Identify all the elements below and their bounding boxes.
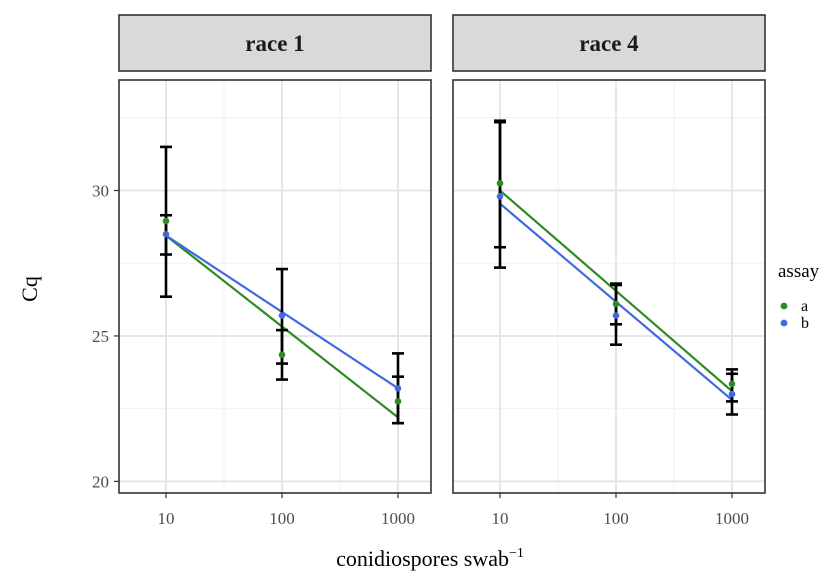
facet-strip	[118, 14, 432, 72]
x-axis-title-superscript: −1	[509, 546, 524, 561]
x-axis-title-main: conidiospores swab	[336, 546, 509, 571]
data-point-b	[394, 384, 402, 392]
data-point-b	[496, 193, 504, 200]
panels: race 1 10 100 1000 20 25 30 race 4 10 100 1000	[92, 14, 766, 528]
data-point-a	[278, 351, 286, 359]
x-tick-label: 10	[158, 509, 175, 528]
data-point-a	[728, 380, 736, 388]
data-point-b	[162, 230, 170, 238]
x-tick-label: 10	[492, 509, 509, 528]
panel-border	[118, 79, 432, 494]
x-axis-title: conidiospores swab−1	[336, 546, 524, 571]
data-point-a	[394, 398, 402, 405]
data-point-b	[728, 390, 736, 398]
panel-border	[452, 79, 766, 494]
data-point-b	[278, 312, 286, 319]
y-axis-title: Cq	[17, 276, 42, 302]
legend: assay ab	[778, 261, 820, 332]
data-point-a	[612, 300, 620, 308]
data-point-b	[612, 312, 620, 319]
panel-2: race 4 10 100 1000	[452, 14, 766, 528]
panel-background	[453, 80, 765, 493]
y-tick-label: 25	[92, 327, 109, 346]
y-tick-label: 30	[92, 182, 109, 201]
x-tick-label: 1000	[381, 509, 415, 528]
x-tick-label: 1000	[715, 509, 749, 528]
legend-key-a	[780, 302, 788, 310]
legend-title: assay	[778, 261, 820, 282]
facet-strip	[452, 14, 766, 72]
panel-background	[119, 80, 431, 493]
data-point-a	[162, 217, 170, 225]
legend-label-a: a	[801, 298, 808, 315]
legend-label-b: b	[801, 315, 809, 332]
data-point-a	[496, 179, 504, 187]
x-tick-label: 100	[269, 509, 295, 528]
facet-strip-label: race 4	[579, 31, 639, 56]
y-tick-label: 20	[92, 472, 109, 491]
x-tick-label: 100	[603, 509, 629, 528]
facet-strip-label: race 1	[245, 31, 304, 56]
panel-1: race 1 10 100 1000 20 25 30	[92, 14, 432, 528]
legend-key-b	[780, 319, 788, 327]
